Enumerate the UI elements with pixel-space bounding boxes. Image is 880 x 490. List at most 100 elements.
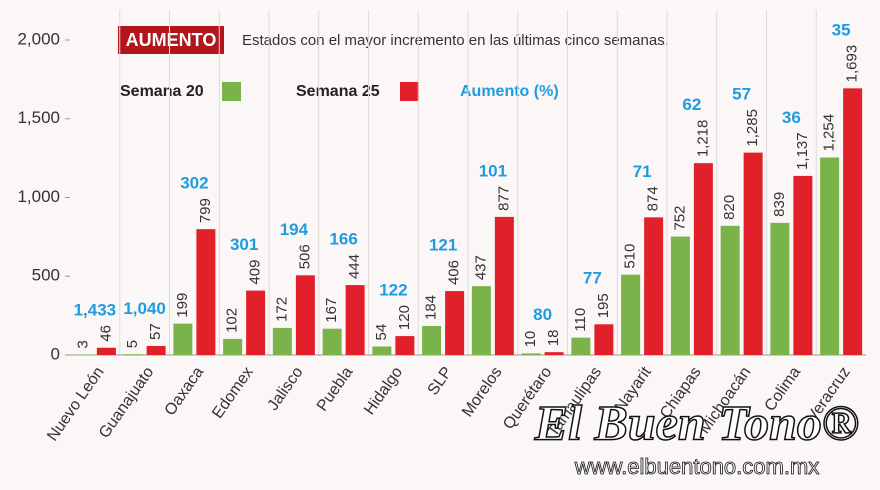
increase-label: 57 — [732, 85, 751, 104]
value-label: 54 — [373, 324, 390, 341]
increase-label: 35 — [832, 20, 851, 39]
bar — [720, 225, 740, 355]
increase-label: 194 — [280, 220, 309, 239]
x-tick-label: Puebla — [314, 364, 357, 415]
increase-label: 122 — [379, 281, 407, 300]
legend-label: Semana 20 — [120, 83, 204, 100]
bar — [345, 285, 365, 355]
value-label: 167 — [323, 298, 340, 323]
y-tick-label: 2,000 — [17, 29, 60, 48]
bar — [123, 354, 143, 355]
legend-swatch — [400, 82, 419, 101]
bar — [793, 175, 813, 355]
value-label: 195 — [595, 293, 612, 318]
bar — [644, 217, 664, 355]
y-tick-label: 1,500 — [17, 108, 60, 127]
bar — [295, 275, 315, 355]
value-label: 799 — [197, 198, 214, 223]
increase-label: 1,433 — [74, 301, 117, 320]
increase-label: 101 — [479, 161, 507, 180]
bar — [173, 323, 193, 355]
y-tick-label: 500 — [32, 266, 60, 285]
value-label: 406 — [446, 260, 463, 285]
increase-label: 302 — [180, 174, 208, 193]
value-label: 110 — [572, 308, 589, 332]
value-label: 172 — [273, 297, 290, 322]
bar — [621, 274, 641, 355]
bar — [670, 236, 690, 355]
value-label: 120 — [396, 305, 413, 330]
increase-label: 36 — [782, 108, 801, 127]
value-label: 1,137 — [794, 132, 811, 170]
bar — [693, 163, 713, 355]
watermark-logo: El Buen Tono® — [534, 394, 860, 450]
bar — [445, 291, 465, 355]
value-label: 874 — [645, 186, 662, 211]
bar — [223, 338, 243, 355]
legend-label: Aumento (%) — [460, 83, 559, 100]
bar — [246, 290, 266, 355]
value-label: 437 — [472, 255, 489, 280]
bar — [196, 229, 216, 355]
bar — [272, 327, 292, 355]
value-label: 18 — [545, 329, 562, 346]
legend-label: Semana 25 — [296, 83, 380, 100]
value-label: 199 — [174, 293, 191, 318]
value-label: 5 — [124, 340, 141, 348]
value-label: 1,693 — [844, 45, 861, 83]
x-tick-label: Hidalgo — [361, 364, 406, 418]
value-label: 506 — [296, 244, 313, 269]
x-tick-label: Edomex — [209, 364, 257, 422]
badge-box — [118, 26, 224, 54]
value-label: 1,218 — [694, 120, 711, 158]
bar — [471, 286, 491, 355]
value-label: 510 — [622, 244, 639, 269]
increase-label: 62 — [682, 95, 701, 114]
value-label: 752 — [671, 206, 688, 231]
chart-title: Estados con el mayor incremento en las ú… — [242, 32, 669, 49]
increase-label: 71 — [633, 162, 652, 181]
bar — [571, 337, 591, 355]
value-label: 839 — [771, 192, 788, 217]
badge: AUMENTO — [126, 30, 217, 50]
value-label: 3 — [74, 340, 91, 348]
increase-label: 121 — [429, 236, 457, 255]
bar — [544, 352, 564, 355]
value-label: 409 — [247, 260, 264, 285]
bar — [820, 157, 840, 355]
bar — [146, 346, 166, 355]
watermark-url: www.elbuentono.com.mx — [574, 454, 820, 479]
bar — [422, 326, 442, 355]
value-label: 184 — [423, 295, 440, 320]
bar — [521, 353, 541, 355]
bar — [395, 336, 415, 355]
value-label: 1,254 — [821, 114, 838, 152]
bar — [843, 88, 863, 355]
legend-swatch — [222, 82, 241, 101]
increase-label: 1,040 — [123, 299, 166, 318]
increase-label: 77 — [583, 269, 602, 288]
x-tick-label: SLP — [425, 364, 456, 399]
value-label: 46 — [97, 325, 114, 342]
y-tick-label: 0 — [51, 344, 60, 363]
bar — [494, 216, 514, 355]
x-tick-label: Jalisco — [265, 364, 307, 414]
x-tick-label: Oaxaca — [162, 364, 208, 419]
value-label: 820 — [721, 195, 738, 220]
increase-label: 301 — [230, 235, 258, 254]
value-label: 57 — [147, 323, 164, 340]
bar — [322, 328, 342, 355]
bar — [96, 347, 116, 355]
bar — [770, 222, 790, 355]
x-tick-label: Morelos — [459, 364, 506, 420]
increase-label: 166 — [329, 230, 357, 249]
bar — [594, 324, 614, 355]
value-label: 102 — [224, 308, 241, 333]
bar — [372, 346, 392, 355]
value-label: 877 — [495, 186, 512, 211]
increase-label: 80 — [533, 305, 552, 324]
value-label: 444 — [346, 254, 363, 279]
value-label: 1,285 — [744, 109, 761, 147]
